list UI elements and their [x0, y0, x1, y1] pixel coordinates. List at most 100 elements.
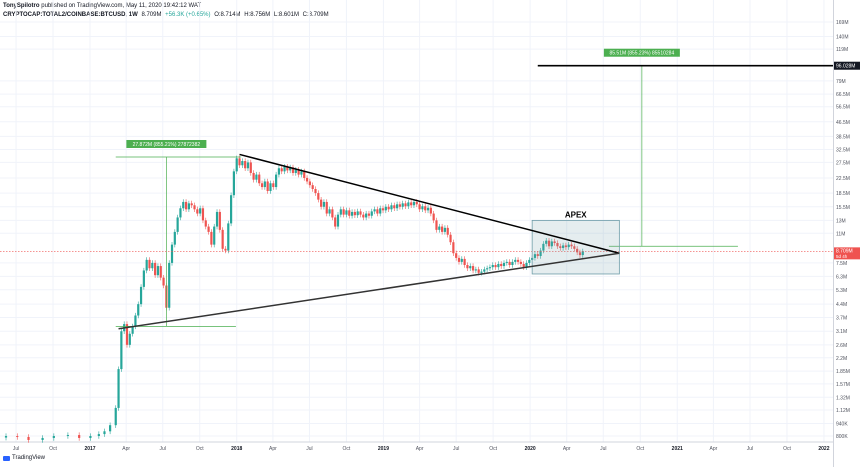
- candle-body: [502, 262, 506, 267]
- y-tick-label: 56.5M: [836, 105, 850, 111]
- candle-body: [488, 267, 492, 269]
- candle-body: [52, 436, 55, 438]
- candle-body: [159, 266, 162, 278]
- candle-body: [404, 203, 407, 207]
- candle-body: [545, 240, 548, 244]
- candle-body: [550, 241, 553, 247]
- candle-body: [567, 244, 570, 248]
- candle-body: [384, 206, 387, 211]
- candle-body: [483, 269, 486, 272]
- x-tick-label: Oct: [783, 446, 791, 452]
- x-tick-label: Jul: [747, 446, 753, 452]
- tradingview-logo[interactable]: TradingView: [3, 455, 45, 461]
- candle-body: [424, 206, 427, 211]
- y-tick-label: 11M: [836, 231, 845, 237]
- y-tick-label: 1.85M: [836, 369, 850, 375]
- candle-body: [525, 262, 528, 268]
- candle-body: [539, 250, 542, 257]
- candle-body: [469, 266, 472, 269]
- candle-body: [244, 161, 247, 169]
- candle-body: [443, 227, 447, 232]
- candle-body: [249, 162, 252, 173]
- y-tick-label: 119M: [836, 47, 848, 53]
- y-tick-label: 1.12M: [836, 408, 850, 414]
- candle-body: [345, 210, 348, 215]
- candle-body: [114, 407, 117, 426]
- author-name[interactable]: TonySpilotro: [3, 3, 40, 9]
- symbol-label[interactable]: CRYPTOCAP:TOTAL2/COINBASE:BTCUSD, 1W: [3, 12, 138, 18]
- candle-body: [314, 189, 317, 194]
- y-tick-label: 32.5M: [836, 148, 850, 154]
- candle-body: [432, 213, 435, 221]
- x-tick-label: Oct: [489, 446, 497, 452]
- candle-body: [97, 434, 100, 436]
- candle-body: [199, 208, 202, 214]
- candle-body: [131, 326, 134, 334]
- y-tick-label: 7.5M: [836, 261, 847, 267]
- candle-body: [258, 174, 261, 184]
- candle-body: [359, 211, 362, 215]
- candle-body: [460, 258, 463, 262]
- candle-body: [78, 435, 81, 438]
- candle-body: [401, 203, 404, 207]
- y-tick-label: 27.5M: [836, 160, 850, 166]
- candle-body: [308, 181, 311, 186]
- x-tick-label: 2020: [525, 446, 536, 452]
- y-tick-label: 6.3M: [836, 274, 847, 280]
- candle-body: [446, 227, 449, 235]
- candle-body: [441, 226, 444, 232]
- y-tick-label: 3.1M: [836, 329, 847, 335]
- x-tick-label: 2019: [378, 446, 389, 452]
- apex-label: APEX: [565, 210, 587, 219]
- candle-body: [210, 231, 213, 245]
- current-price-tag-bg: [834, 247, 860, 260]
- change-value: +56.3K (+0.65%): [165, 12, 211, 18]
- candle-body: [215, 211, 219, 227]
- candle-body: [269, 183, 272, 192]
- candle-body: [66, 435, 70, 436]
- candle-body: [117, 369, 120, 408]
- candle-body: [576, 248, 579, 253]
- candle-body: [193, 205, 196, 210]
- candle-body: [300, 171, 303, 175]
- candle-body: [283, 166, 286, 172]
- candle-body: [528, 259, 531, 263]
- candle-body: [500, 263, 503, 267]
- x-tick-label: Apr: [710, 446, 718, 452]
- candle-body: [255, 174, 258, 180]
- candle-body: [184, 201, 188, 210]
- candle-body: [578, 252, 582, 256]
- candle-body: [519, 261, 522, 264]
- x-tick-label: Oct: [49, 446, 57, 452]
- candle-body: [505, 261, 508, 263]
- candle-body: [514, 259, 517, 262]
- candle-body: [387, 206, 390, 210]
- candle-body: [162, 277, 165, 286]
- candle-body: [466, 265, 469, 269]
- candle-body: [435, 220, 438, 230]
- candle-body: [154, 262, 157, 276]
- candle-body: [426, 207, 430, 211]
- candle-body: [235, 158, 238, 172]
- candle-body: [429, 207, 432, 214]
- candle-body: [238, 158, 241, 166]
- closing-value: C:8.709M: [302, 12, 329, 18]
- x-tick-label: 2018: [231, 446, 242, 452]
- price-axis[interactable]: [833, 0, 860, 467]
- candle-body: [522, 263, 525, 268]
- candle-body: [379, 208, 382, 214]
- candle-body: [137, 304, 140, 316]
- x-tick-label: Apr: [269, 446, 277, 452]
- x-tick-label: Oct: [343, 446, 351, 452]
- candle-body: [553, 241, 556, 244]
- candle-body: [213, 226, 216, 245]
- candle-body: [393, 205, 396, 209]
- candle-body: [125, 324, 129, 345]
- apex-box: [531, 219, 620, 275]
- y-tick-label: 800K: [836, 434, 848, 440]
- y-tick-label: 22.5M: [836, 176, 850, 182]
- candle-body: [353, 211, 356, 216]
- y-tick-label: 2.2M: [836, 356, 847, 362]
- candle-body: [170, 244, 174, 263]
